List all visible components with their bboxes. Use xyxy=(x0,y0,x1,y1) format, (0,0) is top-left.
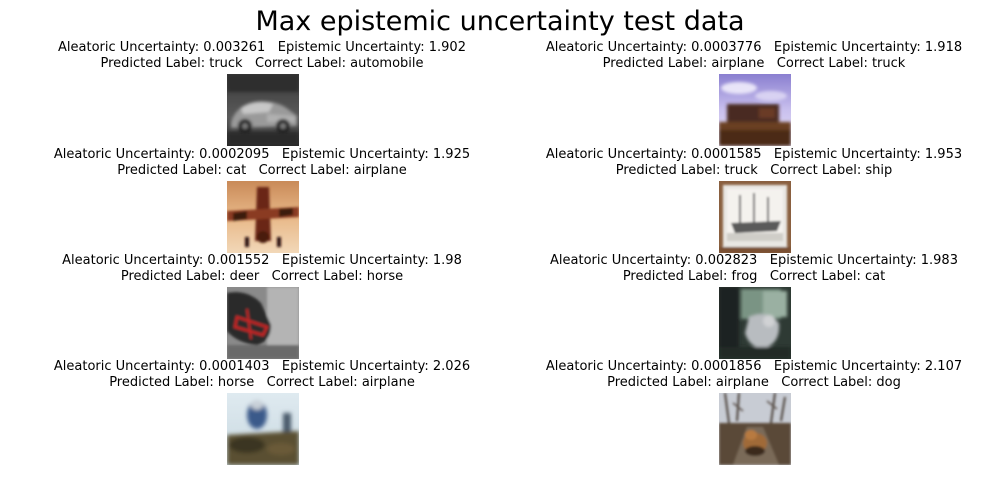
silver-car-photo xyxy=(227,74,299,146)
aleatoric-text: Aleatoric Uncertainty: 0.002823 xyxy=(550,253,758,268)
predicted-text: Predicted Label: truck xyxy=(100,56,243,71)
aleatoric-text: Aleatoric Uncertainty: 0.003261 xyxy=(58,40,266,55)
epistemic-text: Epistemic Uncertainty: 1.983 xyxy=(769,253,958,268)
panel-4: Aleatoric Uncertainty: 0.0001585 Epistem… xyxy=(509,147,999,259)
panel-7-label-line: Predicted Label: horse Correct Label: ai… xyxy=(17,375,507,391)
predicted-text: Predicted Label: airplane xyxy=(602,56,765,71)
epistemic-text: Epistemic Uncertainty: 1.98 xyxy=(281,253,462,268)
panel-2: Aleatoric Uncertainty: 0.0003776 Epistem… xyxy=(509,40,999,152)
panel-7-uncertainty-line: Aleatoric Uncertainty: 0.0001403 Epistem… xyxy=(17,359,507,375)
epistemic-text: Epistemic Uncertainty: 1.953 xyxy=(773,147,963,162)
predicted-text: Predicted Label: deer xyxy=(120,269,260,284)
aleatoric-text: Aleatoric Uncertainty: 0.001552 xyxy=(62,253,270,268)
airplane-orange-sky-photo xyxy=(227,181,299,253)
predicted-text: Predicted Label: frog xyxy=(622,269,758,284)
epistemic-text: Epistemic Uncertainty: 1.918 xyxy=(773,40,963,55)
panel-4-uncertainty-line: Aleatoric Uncertainty: 0.0001585 Epistem… xyxy=(509,147,999,163)
aleatoric-text: Aleatoric Uncertainty: 0.0001856 xyxy=(545,359,762,374)
dog-on-path-photo xyxy=(719,393,791,465)
aleatoric-text: Aleatoric Uncertainty: 0.0001403 xyxy=(53,359,270,374)
panel-5-uncertainty-line: Aleatoric Uncertainty: 0.001552 Epistemi… xyxy=(17,253,507,269)
panel-8-label-line: Predicted Label: airplane Correct Label:… xyxy=(509,375,999,391)
correct-text: Correct Label: horse xyxy=(271,269,404,284)
blurry-airfield-photo xyxy=(227,393,299,465)
aleatoric-text: Aleatoric Uncertainty: 0.0003776 xyxy=(545,40,762,55)
panel-1-label-line: Predicted Label: truck Correct Label: au… xyxy=(17,56,507,72)
panel-3: Aleatoric Uncertainty: 0.0002095 Epistem… xyxy=(17,147,507,259)
epistemic-text: Epistemic Uncertainty: 1.925 xyxy=(281,147,471,162)
correct-text: Correct Label: dog xyxy=(781,375,901,390)
panel-8-uncertainty-line: Aleatoric Uncertainty: 0.0001856 Epistem… xyxy=(509,359,999,375)
panel-7: Aleatoric Uncertainty: 0.0001403 Epistem… xyxy=(17,359,507,471)
panel-2-uncertainty-line: Aleatoric Uncertainty: 0.0003776 Epistem… xyxy=(509,40,999,56)
predicted-text: Predicted Label: horse xyxy=(109,375,255,390)
predicted-text: Predicted Label: truck xyxy=(615,163,758,178)
panel-6-label-line: Predicted Label: frog Correct Label: cat xyxy=(509,269,999,285)
correct-text: Correct Label: automobile xyxy=(255,56,424,71)
aleatoric-text: Aleatoric Uncertainty: 0.0001585 xyxy=(545,147,762,162)
panel-3-label-line: Predicted Label: cat Correct Label: airp… xyxy=(17,163,507,179)
correct-text: Correct Label: cat xyxy=(769,269,886,284)
panel-5-label-line: Predicted Label: deer Correct Label: hor… xyxy=(17,269,507,285)
panel-3-uncertainty-line: Aleatoric Uncertainty: 0.0002095 Epistem… xyxy=(17,147,507,163)
predicted-text: Predicted Label: airplane xyxy=(607,375,769,390)
horse-head-photo xyxy=(227,287,299,359)
predicted-text: Predicted Label: cat xyxy=(117,163,247,178)
truck-under-purple-sky-photo xyxy=(719,74,791,146)
panel-1: Aleatoric Uncertainty: 0.003261 Epistemi… xyxy=(17,40,507,152)
figure-title: Max epistemic uncertainty test data xyxy=(255,6,745,37)
epistemic-text: Epistemic Uncertainty: 2.026 xyxy=(281,359,471,374)
panel-5: Aleatoric Uncertainty: 0.001552 Epistemi… xyxy=(17,253,507,365)
epistemic-text: Epistemic Uncertainty: 1.902 xyxy=(277,40,466,55)
panel-6-uncertainty-line: Aleatoric Uncertainty: 0.002823 Epistemi… xyxy=(509,253,999,269)
correct-text: Correct Label: airplane xyxy=(266,375,415,390)
correct-text: Correct Label: ship xyxy=(770,163,893,178)
panel-6: Aleatoric Uncertainty: 0.002823 Epistemi… xyxy=(509,253,999,365)
cat-by-window-photo xyxy=(719,287,791,359)
aleatoric-text: Aleatoric Uncertainty: 0.0002095 xyxy=(53,147,270,162)
panel-1-uncertainty-line: Aleatoric Uncertainty: 0.003261 Epistemi… xyxy=(17,40,507,56)
correct-text: Correct Label: truck xyxy=(776,56,906,71)
panel-4-label-line: Predicted Label: truck Correct Label: sh… xyxy=(509,163,999,179)
correct-text: Correct Label: airplane xyxy=(258,163,407,178)
epistemic-text: Epistemic Uncertainty: 2.107 xyxy=(773,359,963,374)
panel-2-label-line: Predicted Label: airplane Correct Label:… xyxy=(509,56,999,72)
panel-8: Aleatoric Uncertainty: 0.0001856 Epistem… xyxy=(509,359,999,471)
framed-ship-photo xyxy=(719,181,791,253)
